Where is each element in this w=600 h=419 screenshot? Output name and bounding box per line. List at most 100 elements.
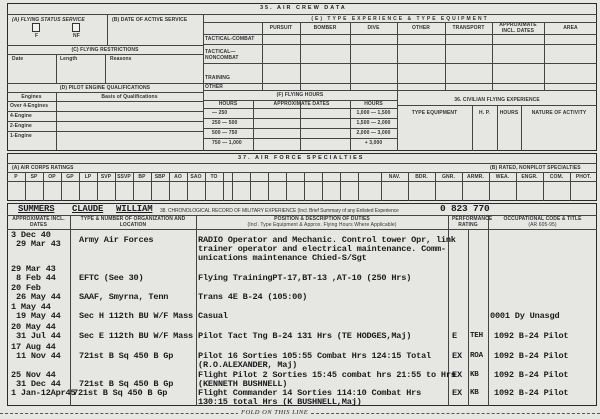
grid-line — [187, 172, 188, 201]
grid-line — [7, 101, 203, 102]
rating-bp[interactable]: BP — [138, 174, 146, 180]
record-dates: 29 Mar 43 — [11, 264, 56, 274]
grid-line — [203, 34, 597, 35]
record-duties: 130:15 total Hrs (K BUSHNELL,Maj) — [198, 397, 362, 407]
checkbox-f[interactable] — [32, 23, 40, 32]
hours-header: HOURS — [218, 101, 238, 107]
performance-rating: EX — [452, 388, 462, 398]
record-organization: 721st B Sq 450 B Gp — [73, 388, 168, 398]
rating-ao[interactable]: AO — [174, 174, 182, 180]
rater-initials: TEH — [470, 332, 483, 340]
record-duties: Casual — [198, 311, 228, 321]
flying-restrictions-label: (C) FLYING RESTRICTIONS — [71, 47, 139, 53]
hours-range-left: 250 — 500 — [212, 120, 238, 126]
type-col-header: TRANSPORT — [452, 25, 485, 31]
checkbox-f-label: F — [35, 33, 39, 39]
performance-rating: EX — [452, 370, 462, 380]
rating-ssvp[interactable]: SSVP — [117, 174, 131, 180]
last-name: SUMMERS — [18, 204, 55, 214]
nonpilot-com[interactable]: COM. — [549, 174, 564, 180]
engine-row-label: 4-Engine — [10, 113, 32, 119]
duties-subheader: (Incl. Type Equipment & Approx. Flying H… — [247, 222, 397, 228]
chronological-record-section — [7, 203, 597, 406]
nonpilot-wea[interactable]: WEA. — [495, 174, 510, 180]
flying-hours-title: (F) FLYING HOURS — [276, 92, 324, 98]
type-col-header: APPROXIMATE INCL. DATES — [499, 22, 537, 34]
occupational-code: 0001 Dy Unasgd — [490, 311, 560, 321]
nonpilot-bdr[interactable]: BDR. — [415, 174, 428, 180]
performance-header: PERFORMANCE RATING — [452, 216, 493, 228]
grid-line — [268, 172, 269, 201]
grid-line — [492, 22, 493, 90]
nonpilot-phot[interactable]: PHOT. — [575, 174, 592, 180]
serial-number: 0 823 770 — [440, 203, 490, 214]
nonpilot-engr[interactable]: ENGR. — [521, 174, 538, 180]
grid-line — [350, 100, 351, 150]
rating-p[interactable]: P — [14, 174, 18, 180]
type-row-label: TACTICAL— NONCOMBAT — [205, 49, 239, 61]
grid-line — [203, 83, 597, 84]
occupational-code: 1092 B-24 Pilot — [494, 331, 569, 341]
grid-line — [304, 172, 305, 201]
grid-line — [203, 118, 397, 119]
record-duties: Pilot Tact Tng B-24 131 Hrs (TE HODGES,M… — [198, 331, 412, 341]
record-dates: 20 Feb — [11, 283, 41, 293]
engine-qualifications-label: (D) PILOT ENGINE QUALIFICATIONS — [59, 85, 151, 91]
record-dates: 3 Dec 40 — [11, 230, 51, 240]
grid-line — [262, 22, 263, 90]
type-col-header: AREA — [563, 25, 578, 31]
grid-line — [544, 22, 545, 90]
rating-sbp[interactable]: SBP — [154, 174, 166, 180]
grid-line — [300, 22, 301, 90]
fold-line-label: FOLD ON THIS LINE — [238, 409, 312, 416]
grid-line — [381, 172, 382, 201]
air-corps-ratings-label: (A) AIR CORPS RATINGS — [12, 165, 74, 171]
record-organization: Sec E 112th BU W/F Mass — [79, 331, 194, 341]
grid-line — [300, 100, 301, 150]
rating-sao[interactable]: SAO — [190, 174, 202, 180]
air-force-specialties-section — [7, 153, 597, 201]
nonpilot-armr[interactable]: ARMR. — [467, 174, 484, 180]
grid-line — [203, 138, 397, 139]
air-crew-data-section — [7, 3, 597, 151]
hours-range-right: 1,000 — 1,500 — [356, 110, 391, 116]
record-duties: RADIO Operator and Mechanic. Control tow… — [198, 235, 456, 245]
type-row-label: TACTICAL-COMBAT — [205, 36, 255, 42]
rating-sp[interactable]: SP — [30, 174, 38, 180]
rater-initials: KB — [470, 371, 479, 379]
grid-line — [151, 172, 152, 201]
rating-lp[interactable]: LP — [84, 174, 92, 180]
approx-dates-header: APPROXIMATE DATES — [273, 101, 330, 107]
nonpilot-gnr[interactable]: GNR. — [442, 174, 455, 180]
rating-gp[interactable]: GP — [66, 174, 74, 180]
rating-svp[interactable]: SVP — [100, 174, 112, 180]
civilian-col-header: HOURS — [499, 110, 519, 116]
engine-row-label: 1-Engine — [10, 133, 32, 139]
record-duties: (KENNETH BUSHNELL) — [198, 379, 288, 389]
grid-line — [445, 22, 446, 90]
performance-rating: EX — [452, 351, 462, 361]
type-row-label: OTHER — [205, 84, 223, 90]
grid-line — [7, 121, 203, 122]
hours-range-left: 750 — 1,000 — [212, 140, 242, 146]
occupational-code: 1092 B-24 Pilot — [494, 370, 569, 380]
grid-line — [43, 172, 44, 201]
grid-line — [286, 172, 287, 201]
record-organization: SAAF, Smyrna, Tenn — [79, 292, 169, 302]
rating-op[interactable]: OP — [48, 174, 56, 180]
grid-line — [497, 105, 498, 151]
grid-line — [79, 172, 80, 201]
grid-line — [397, 90, 398, 151]
hours-range-left: 500 — 750 — [212, 130, 238, 136]
type-col-header: DIVE — [367, 25, 380, 31]
civilian-col-header: NATURE OF ACTIVITY — [531, 110, 587, 116]
nonpilot-nav[interactable]: NAV. — [388, 174, 401, 180]
rating-to[interactable]: TO — [210, 174, 218, 180]
record-dates: 17 Aug 44 — [11, 342, 56, 352]
checkbox-nf[interactable] — [72, 23, 80, 32]
first-name: CLAUDE — [72, 204, 104, 214]
hours-header-right: HOURS — [364, 101, 383, 107]
restriction-reasons-header: Reasons — [110, 56, 132, 62]
grid-line — [232, 172, 233, 201]
rater-initials: KB — [470, 389, 479, 397]
